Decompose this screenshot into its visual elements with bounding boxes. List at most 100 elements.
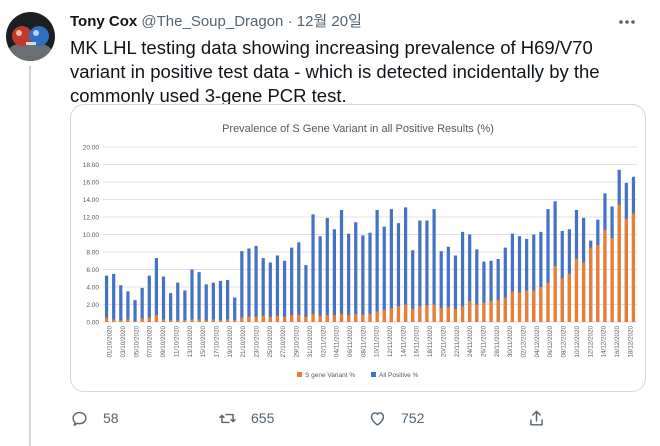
bar-s-gene	[460, 306, 465, 322]
share-icon	[530, 410, 543, 426]
bar-all-positive	[140, 287, 144, 322]
bar-s-gene	[225, 319, 230, 322]
bar-all-positive	[489, 260, 493, 322]
bar-s-gene	[453, 308, 458, 322]
x-tick-label: 08/11/2020	[360, 326, 367, 358]
bar-all-positive	[176, 282, 180, 322]
bar-all-positive	[403, 207, 408, 322]
bar-s-gene	[354, 314, 358, 322]
x-tick-label: 25/10/2020	[267, 326, 274, 358]
bar-s-gene	[425, 305, 429, 322]
bar-all-positive	[382, 226, 386, 322]
more-button[interactable]	[614, 12, 640, 32]
bar-all-positive	[290, 247, 294, 322]
bar-all-positive	[468, 234, 472, 322]
y-tick-label: 20.00	[83, 145, 100, 152]
bar-all-positive	[325, 217, 329, 322]
bar-all-positive	[517, 236, 522, 322]
bar-all-positive	[375, 210, 379, 322]
y-tick-label: 4.00	[86, 285, 99, 292]
author-name[interactable]: Tony Cox	[70, 13, 138, 30]
bar-s-gene	[475, 304, 479, 322]
more-icon	[619, 20, 635, 24]
bar-all-positive	[546, 209, 550, 322]
bar-s-gene	[339, 314, 344, 322]
x-tick-label: 06/11/2020	[347, 326, 354, 358]
bar-s-gene	[104, 317, 109, 322]
bar-s-gene	[318, 315, 322, 322]
x-tick-label: 16/11/2020	[414, 326, 421, 358]
bar-s-gene	[596, 245, 600, 322]
bar-all-positive	[318, 236, 322, 322]
bar-all-positive	[190, 269, 194, 322]
reply-button[interactable]: 58	[70, 404, 119, 432]
x-tick-label: 19/10/2020	[227, 326, 234, 358]
bar-s-gene	[553, 266, 557, 322]
bar-s-gene	[403, 304, 408, 322]
bar-s-gene	[304, 316, 308, 322]
bar-s-gene	[446, 307, 450, 322]
bar-s-gene	[261, 315, 265, 322]
bar-all-positive	[197, 272, 201, 322]
y-tick-label: 12.00	[83, 215, 100, 222]
tweet-text: MK LHL testing data showing increasing p…	[70, 37, 600, 106]
separator: ·	[287, 13, 293, 30]
bar-all-positive	[539, 231, 543, 322]
x-tick-label: 22/11/2020	[454, 326, 461, 358]
bar-all-positive	[275, 255, 280, 322]
x-tick-label: 10/11/2020	[374, 326, 381, 358]
bar-all-positive	[183, 290, 187, 322]
bar-all-positive	[510, 233, 515, 322]
bar-all-positive	[347, 233, 351, 322]
bar-s-gene	[325, 315, 329, 322]
bar-s-gene	[311, 314, 315, 322]
bar-s-gene	[617, 204, 621, 322]
like-button[interactable]: 752	[368, 404, 424, 432]
bar-s-gene	[418, 306, 422, 322]
x-tick-label: 14/11/2020	[400, 326, 407, 358]
bar-s-gene	[147, 317, 151, 322]
bar-all-positive	[112, 273, 116, 322]
bar-all-positive	[411, 250, 415, 322]
bar-all-positive	[368, 232, 372, 322]
tweet-date[interactable]: 12월 20일	[296, 13, 362, 30]
x-tick-label: 29/10/2020	[294, 326, 301, 358]
x-tick-label: 16/12/2020	[614, 326, 621, 358]
x-tick-label: 13/10/2020	[187, 326, 194, 358]
bar-s-gene	[567, 273, 571, 322]
bar-s-gene	[190, 319, 194, 322]
bar-all-positive	[396, 223, 401, 322]
retweet-button[interactable]: 655	[218, 404, 274, 432]
bar-s-gene	[382, 309, 386, 322]
bar-all-positive	[453, 255, 458, 322]
bar-all-positive	[119, 285, 123, 322]
bar-all-positive	[446, 246, 450, 322]
bar-s-gene	[581, 262, 586, 322]
author-handle[interactable]: @The_Soup_Dragon	[141, 13, 284, 30]
bar-s-gene	[560, 278, 564, 322]
avatar[interactable]	[6, 12, 55, 61]
bar-all-positive	[432, 209, 436, 322]
reply-count: 58	[103, 410, 119, 426]
x-tick-label: 14/12/2020	[601, 326, 608, 358]
x-tick-label: 15/10/2020	[200, 326, 207, 358]
bar-s-gene	[275, 315, 280, 322]
x-tick-label: 02/12/2020	[521, 326, 528, 358]
bar-all-positive	[311, 214, 315, 322]
share-button[interactable]	[527, 404, 546, 432]
bar-all-positive	[304, 265, 308, 322]
bar-s-gene	[525, 290, 529, 322]
x-tick-label: 02/11/2020	[320, 326, 327, 358]
chart: Prevalence of S Gene Variant in all Posi…	[83, 123, 637, 379]
media-card[interactable]: Prevalence of S Gene Variant in all Posi…	[70, 104, 646, 392]
y-tick-label: 6.00	[86, 267, 99, 274]
bar-all-positive	[297, 242, 301, 322]
bar-all-positive	[418, 220, 422, 322]
bar-all-positive	[282, 260, 287, 322]
bar-all-positive	[104, 275, 109, 322]
bar-all-positive	[525, 238, 529, 322]
bar-s-gene	[282, 316, 287, 322]
bar-all-positive	[503, 247, 507, 322]
bar-all-positive	[154, 258, 159, 322]
bar-s-gene	[233, 320, 237, 322]
